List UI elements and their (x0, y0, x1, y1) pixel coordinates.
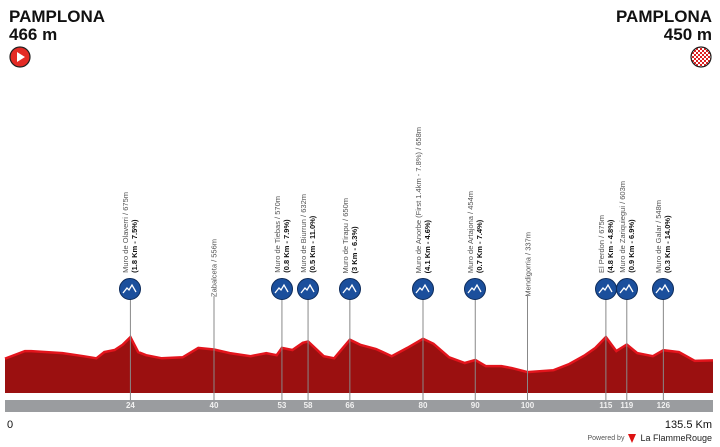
climb-mountain-icon (464, 278, 487, 300)
point-label: Muro de Galar / 548m (0.3 Km - 14.0%) (654, 200, 672, 273)
climb-detail: (0.3 Km - 14.0%) (663, 215, 673, 273)
km-tick-label: 119 (620, 401, 634, 410)
footer: Powered by La FlammeRouge (587, 433, 712, 443)
climb-mountain-icon (412, 278, 434, 300)
point-label: Muro de Artajona / 454m (0.7 Km - 7.4%) (466, 191, 484, 273)
point-name: Muro de Biurrun / 632m (299, 194, 309, 273)
point-label: El Perdon / 675m (4.8 Km - 4.8%) (597, 215, 615, 273)
distance-axis-bar (5, 400, 713, 412)
km-tick-label: 66 (345, 401, 355, 410)
point-name: Muro de Tirapu / 650m (340, 197, 350, 273)
km-tick-label: 80 (418, 401, 428, 410)
climb-mountain-icon (615, 278, 638, 300)
km-tick-label: 90 (470, 401, 480, 410)
point-name: Muro de Tiebas / 570m (272, 196, 282, 273)
point-name: Zabalceta / 556m (209, 239, 219, 297)
climb-mountain-icon (594, 278, 617, 300)
brand-label: La FlammeRouge (640, 433, 712, 443)
powered-by-label: Powered by (587, 434, 625, 442)
km-tick-label: 100 (520, 401, 535, 410)
point-label: Muro de Olaverri / 675m (1.8 Km - 7.5%) (121, 192, 139, 273)
climb-detail: (4.1 Km - 4.6%) (423, 219, 432, 273)
point-label: Mendigorria / 337m (523, 232, 532, 297)
km-tick-label: 40 (209, 401, 219, 410)
play-circle-icon (9, 46, 31, 68)
axis-start-label: 0 (7, 419, 14, 431)
profile-ridge (4, 335, 714, 374)
point-label: Muro de Zariquiegui / 603m (0.9 Km - 6.9%… (618, 181, 636, 273)
start-altitude: 466 m (9, 25, 58, 44)
climb-detail: (0.5 Km - 11.0%) (308, 215, 318, 273)
point-name: Muro de Zariquiegui / 603m (617, 181, 627, 273)
climb-detail: (0.8 Km - 7.9%) (281, 219, 291, 273)
point-label: Muro de Biurrun / 632m (0.5 Km - 11.0%) (299, 194, 317, 273)
climb-mountain-icon (270, 278, 293, 300)
flamme-rouge-logo-icon (628, 433, 637, 443)
finish-city: PAMPLONA (615, 7, 712, 26)
climb-detail: (0.7 Km - 7.4%) (475, 219, 485, 273)
km-tick-label: 53 (277, 401, 287, 410)
point-name: Muro de Artajona / 454m (466, 190, 476, 273)
point-name: Muro de Anorbe (First 1.4km - 7.8%) / 65… (414, 126, 423, 273)
climb-detail: (0.9 Km - 6.9%) (626, 219, 636, 273)
point-name: Mendigorria / 337m (523, 232, 532, 297)
km-tick-label: 126 (656, 401, 671, 410)
axis-end-label: 135.5 Km (664, 419, 712, 431)
km-tick-label: 115 (599, 401, 613, 410)
point-label: Muro de Tirapu / 650m (3 Km - 6.3%) (341, 198, 359, 273)
point-label: Muro de Anorbe (First 1.4km - 7.8%) / 65… (414, 127, 432, 273)
climb-mountain-icon (297, 278, 320, 300)
km-tick-label: 58 (303, 401, 313, 410)
climb-detail: (4.8 Km - 4.8%) (605, 219, 615, 273)
point-name: Muro de Galar / 548m (654, 200, 664, 273)
climb-mountain-icon (119, 278, 142, 300)
profile-area (5, 337, 713, 393)
km-tick-label: 24 (125, 401, 135, 410)
point-name: El Perdon / 675m (596, 215, 606, 273)
climb-detail: (1.8 Km - 7.5%) (130, 219, 140, 273)
point-label: Muro de Tiebas / 570m (0.8 Km - 7.9%) (273, 196, 291, 273)
checkered-flag-icon (690, 46, 712, 68)
point-label: Zabalceta / 556m (210, 239, 219, 297)
start-city: PAMPLONA (9, 7, 106, 26)
climb-detail: (3 Km - 6.3%) (349, 225, 359, 273)
finish-altitude: 450 m (663, 25, 712, 44)
climb-mountain-icon (338, 278, 361, 300)
climb-mountain-icon (652, 278, 675, 300)
